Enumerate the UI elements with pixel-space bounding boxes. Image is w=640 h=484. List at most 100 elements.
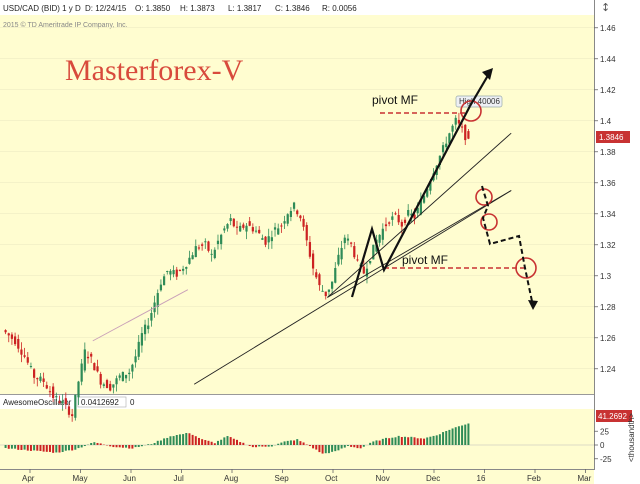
time-tick-label: Nov <box>376 474 390 483</box>
candle-body <box>302 218 305 227</box>
candle-body <box>137 341 140 357</box>
candle-body <box>403 219 407 224</box>
candle-body <box>150 313 153 321</box>
candle-body <box>362 266 365 274</box>
candle-body <box>10 334 14 339</box>
candle-body <box>188 257 191 264</box>
candle-body <box>457 119 461 124</box>
time-tick-label: May <box>73 474 88 483</box>
price-tick-label: 1.36 <box>600 179 616 188</box>
pivot-label-upper: pivot MF <box>372 93 418 107</box>
candle-body <box>242 224 245 228</box>
ao-tick-label: -25 <box>600 455 612 464</box>
candle-body <box>327 289 331 292</box>
candle-body <box>80 363 83 382</box>
candle-body <box>64 398 67 405</box>
candle-body <box>13 336 17 345</box>
grid-layer <box>0 27 594 370</box>
candle-body <box>308 242 312 257</box>
candle-body <box>86 356 90 359</box>
candle-body <box>128 372 131 375</box>
candle-body <box>194 246 197 258</box>
candle-body <box>286 214 289 224</box>
candle-body <box>397 214 400 223</box>
candle-body <box>48 391 52 393</box>
pivot-label-lower: pivot MF <box>402 253 448 267</box>
header-bar <box>0 0 640 15</box>
candle-body <box>29 366 33 368</box>
candle-body <box>166 270 169 272</box>
circle-marker-bottom <box>515 257 537 279</box>
price-tick-label: 1.24 <box>600 365 616 374</box>
ao-tick-label: 0 <box>600 441 605 450</box>
high-badge <box>455 95 503 108</box>
candle-body <box>124 374 128 379</box>
price-tick-label: 1.26 <box>600 334 616 343</box>
candle-body <box>441 145 445 153</box>
candle-body <box>201 244 204 246</box>
header-close: C: 1.3846 <box>275 4 310 13</box>
time-tick-label: Jul <box>174 474 184 483</box>
zoom-control[interactable]: ↕ <box>601 1 610 14</box>
candle-body <box>96 366 99 372</box>
indicator-value: 0.0412692 <box>81 398 119 407</box>
circle-marker-mid2 <box>480 213 498 231</box>
candle-body <box>337 254 340 265</box>
candle-body <box>109 383 112 391</box>
projected-arrowhead <box>528 300 538 310</box>
candle-body <box>330 281 334 289</box>
candle-body <box>451 125 454 132</box>
candle-body <box>372 244 375 260</box>
candle-body <box>254 230 258 232</box>
projected-path <box>481 185 534 307</box>
candle-body <box>39 376 42 381</box>
candle-body <box>448 133 451 144</box>
zoom-icon[interactable]: ↕ <box>601 1 610 14</box>
candle-body <box>273 227 277 230</box>
candle-body <box>175 269 178 277</box>
candle-body <box>7 333 10 336</box>
candle-body <box>381 228 384 240</box>
candle-body <box>353 246 356 258</box>
candle-body <box>438 155 441 165</box>
header-open: O: 1.3850 <box>135 4 171 13</box>
candle-body <box>407 209 410 216</box>
candle-body <box>324 291 327 297</box>
trendline <box>92 289 189 342</box>
indicator-param: 0 <box>130 398 135 407</box>
candle-body <box>426 188 429 197</box>
candle-body <box>394 213 397 215</box>
candle-body <box>258 229 261 234</box>
candle-body <box>378 234 381 243</box>
candle-body <box>23 355 26 357</box>
candle-body <box>270 237 273 242</box>
indicator-header-bar <box>0 395 594 409</box>
time-tick-label: Apr <box>22 474 35 483</box>
time-tick-label: Dec <box>426 474 440 483</box>
candle-body <box>365 268 369 277</box>
candle-body <box>248 221 251 226</box>
candle-body <box>391 216 394 220</box>
candle-body <box>172 270 175 275</box>
candle-body <box>318 274 321 286</box>
candle-body <box>229 218 232 222</box>
candle-body <box>42 378 45 382</box>
candle-body <box>156 293 159 307</box>
candle-body <box>93 363 96 371</box>
candle-body <box>464 124 467 141</box>
header-high: H: 1.3873 <box>180 4 215 13</box>
candle-body <box>232 218 235 227</box>
candle-body <box>33 369 36 378</box>
candle-body <box>289 210 293 218</box>
candle-body <box>429 181 432 191</box>
candle-body <box>178 269 182 271</box>
candle-body <box>159 284 163 291</box>
candle-body <box>245 225 248 232</box>
candle-body <box>45 385 48 389</box>
candle-body <box>220 234 223 245</box>
candle-body <box>216 240 220 245</box>
tick-layer: 1.46 1.44 1.42 1.4 1.38 1.36 1.34 1.32 1.3 1.28 1.… <box>22 24 616 483</box>
candle-body <box>467 131 470 139</box>
price-tick-label: 1.38 <box>600 148 616 157</box>
